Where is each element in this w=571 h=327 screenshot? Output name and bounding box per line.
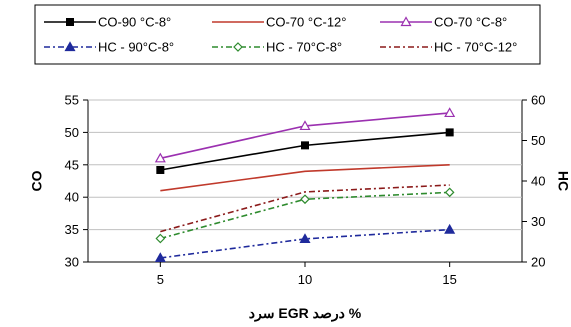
data-point	[444, 187, 455, 198]
y-axis-right-label: HC	[555, 171, 571, 191]
legend-label: HC - 70°C-12°	[434, 40, 517, 55]
legend-label: HC - 90°C-8°	[98, 40, 174, 55]
legend-box	[34, 4, 541, 65]
y-tick-label-left: 50	[65, 125, 79, 140]
y-tick-label-right: 50	[531, 133, 545, 148]
data-point	[154, 152, 166, 163]
series-line-2	[160, 164, 450, 192]
series-line-6	[160, 184, 450, 233]
data-point	[299, 233, 311, 244]
x-tick-label: 10	[298, 272, 312, 287]
y-tick-label-left: 35	[65, 222, 79, 237]
y-tick-label-left: 40	[65, 190, 79, 205]
x-axis-label: % درصد EGR سرد	[249, 305, 362, 322]
x-tick-label: 5	[157, 272, 164, 287]
x-tick-label: 15	[442, 272, 456, 287]
y-tick-label-left: 30	[65, 255, 79, 270]
data-point	[300, 194, 310, 205]
data-point	[156, 165, 165, 174]
data-point	[154, 252, 166, 263]
legend-marker	[233, 42, 243, 52]
plot-area: 30 35 40 45 50 55 20 30 40 50 60 5 10 15	[65, 93, 546, 288]
data-point	[444, 223, 456, 234]
y-axis-left-label: CO	[29, 170, 45, 191]
y-tick-label-left: 45	[65, 157, 79, 172]
y-tick-label-left: 55	[65, 93, 79, 108]
data-point	[444, 107, 456, 118]
data-point	[155, 233, 166, 244]
y-tick-label-right: 30	[531, 214, 545, 229]
data-point	[301, 141, 309, 150]
y-tick-label-right: 40	[531, 174, 545, 189]
legend-marker	[64, 41, 76, 52]
legend-marker	[66, 18, 74, 26]
data-point	[445, 128, 454, 137]
legend-label: CO-70 °C-12°	[266, 15, 346, 30]
y-tick-label-right: 60	[531, 93, 545, 108]
legend: CO-90 °C-8° CO-70 °C-12° CO-70 °C-8° HC - 9…	[34, 4, 541, 65]
data-point	[299, 120, 311, 131]
y-tick-label-right: 20	[531, 255, 545, 270]
legend-label: CO-90 °C-8°	[98, 15, 171, 30]
legend-label: HC - 70°C-8°	[266, 40, 342, 55]
legend-marker	[400, 16, 412, 27]
legend-label: CO-70 °C-8°	[434, 15, 507, 30]
